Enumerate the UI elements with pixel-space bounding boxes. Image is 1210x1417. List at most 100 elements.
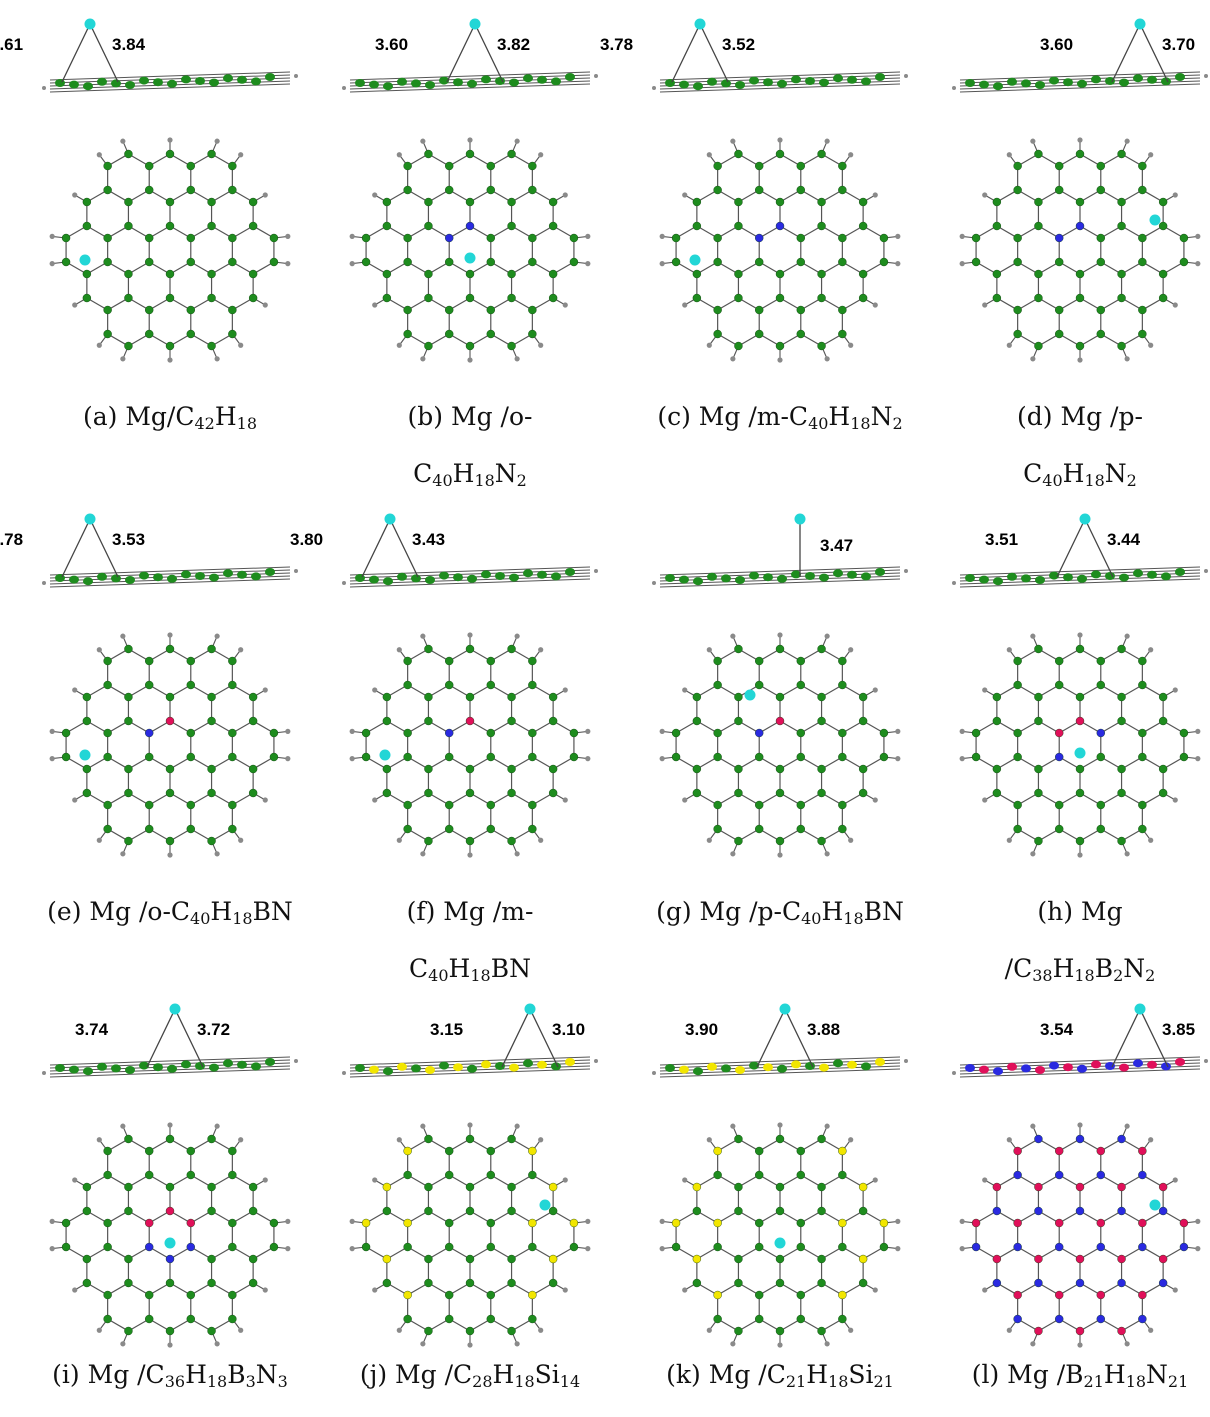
atom <box>775 716 785 726</box>
atom <box>528 752 537 762</box>
side-atom <box>1063 78 1073 87</box>
atom <box>796 1242 805 1252</box>
atom <box>186 329 195 339</box>
top-view-c <box>659 137 901 363</box>
atom <box>1013 233 1022 243</box>
atom <box>755 1218 764 1228</box>
side-bond <box>49 1059 291 1069</box>
side-atom <box>1021 1064 1031 1073</box>
side-atom <box>1147 1060 1157 1069</box>
side-bond <box>349 569 591 579</box>
atom <box>755 824 764 834</box>
atom <box>165 644 175 654</box>
hydrogen-atom <box>262 302 268 308</box>
atom <box>1013 1146 1022 1156</box>
side-atom <box>209 1063 219 1072</box>
side-atom <box>965 79 975 87</box>
atom <box>817 341 826 351</box>
atom <box>817 1326 826 1336</box>
side-atom <box>1119 78 1129 87</box>
side-atom <box>1049 571 1059 580</box>
hydrogen-atom <box>585 1246 591 1252</box>
atom <box>569 752 579 762</box>
atom <box>755 257 764 267</box>
atom <box>879 1242 889 1252</box>
atom <box>61 233 71 243</box>
atom <box>1055 1146 1064 1156</box>
atom <box>548 221 558 231</box>
atom <box>145 1218 154 1228</box>
side-atom <box>467 574 477 583</box>
hydrogen-atom <box>349 1218 355 1224</box>
hydrogen-atom <box>706 152 712 158</box>
atom <box>817 644 826 654</box>
atom <box>775 836 785 846</box>
atom <box>228 752 237 762</box>
atom <box>755 728 764 738</box>
atom <box>734 197 743 207</box>
hydrogen-atom <box>1172 687 1178 693</box>
atom <box>734 1182 743 1192</box>
atom <box>1096 1314 1105 1324</box>
side-atom <box>69 1065 79 1074</box>
side-atom <box>861 77 871 86</box>
hydrogen-atom <box>372 192 378 198</box>
atom <box>734 221 743 231</box>
hydrogen-atom <box>1195 728 1201 734</box>
side-atom <box>411 1064 421 1073</box>
atom <box>796 233 805 243</box>
atom <box>486 752 495 762</box>
atom <box>186 305 195 315</box>
side-hydrogen <box>594 569 598 573</box>
hydrogen-atom <box>730 851 736 857</box>
atom <box>1096 800 1105 810</box>
hydrogen-atom <box>824 1123 830 1129</box>
mg-atom <box>1134 18 1146 30</box>
atom <box>103 1218 112 1228</box>
side-view-k: 3.90 3.88 <box>652 1003 908 1078</box>
atom <box>248 1278 258 1288</box>
hydrogen-atom <box>120 356 126 362</box>
side-atom <box>1063 1063 1073 1072</box>
side-atom <box>979 1065 989 1074</box>
atom <box>713 185 722 195</box>
hydrogen-atom <box>777 632 783 638</box>
distance-line <box>61 23 91 83</box>
side-atom <box>237 75 247 84</box>
side-atom <box>125 1066 135 1074</box>
atom <box>1117 1134 1126 1144</box>
atom <box>796 680 805 690</box>
hydrogen-atom <box>238 342 244 348</box>
hydrogen-atom <box>72 192 78 198</box>
hydrogen-atom <box>1148 837 1154 843</box>
atom <box>817 1182 826 1192</box>
side-hydrogen <box>904 74 908 78</box>
atom <box>548 1278 558 1288</box>
atom <box>528 1170 537 1180</box>
side-atom <box>565 73 575 81</box>
hydrogen-atom <box>1172 797 1178 803</box>
atom <box>992 788 1002 798</box>
atom <box>838 257 847 267</box>
side-atom <box>55 1064 65 1072</box>
atom <box>269 1242 279 1252</box>
atom <box>713 824 722 834</box>
atom <box>1075 788 1085 798</box>
atom <box>507 1278 516 1288</box>
hydrogen-atom <box>72 1177 78 1183</box>
hydrogen-atom <box>1195 1246 1201 1252</box>
mg-atom <box>694 18 706 30</box>
mg-atom <box>169 1003 181 1015</box>
side-atom <box>1133 74 1143 83</box>
hydrogen-atom <box>777 137 783 143</box>
side-atom <box>167 574 177 583</box>
atom <box>1179 233 1189 243</box>
hydrogen-atom <box>467 137 473 143</box>
hydrogen-atom <box>777 357 783 363</box>
atom <box>713 1290 722 1300</box>
side-bond <box>959 1068 1201 1078</box>
hydrogen-atom <box>238 1327 244 1333</box>
atom <box>382 1254 392 1264</box>
atom <box>507 788 516 798</box>
atom <box>1034 197 1043 207</box>
